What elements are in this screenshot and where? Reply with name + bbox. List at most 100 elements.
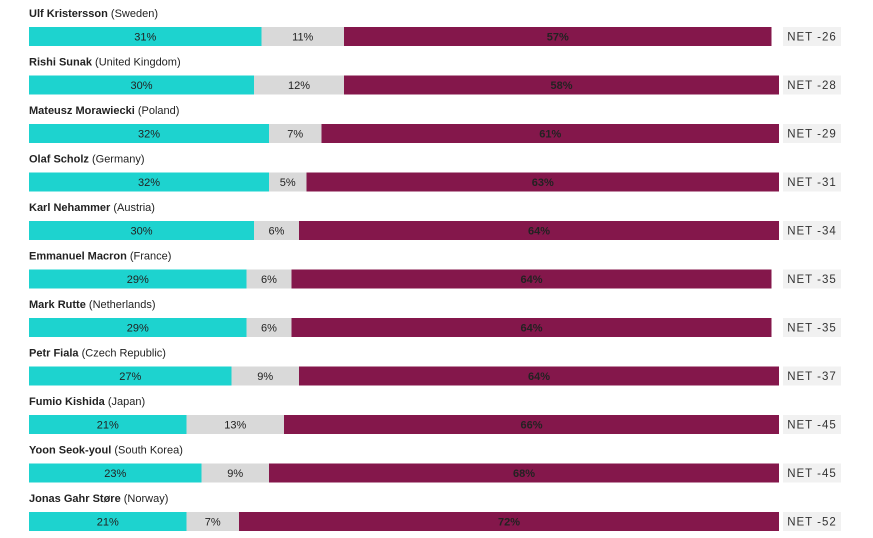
row-label: Emmanuel Macron (France) xyxy=(29,250,171,262)
bar-segment xyxy=(299,366,779,386)
value-label: 30% xyxy=(130,80,152,92)
bar-segment xyxy=(29,269,247,289)
row-label: Olaf Scholz (Germany) xyxy=(29,153,145,165)
net-label: NET -34 xyxy=(787,226,837,238)
bar-segment xyxy=(344,75,779,95)
value-label: 6% xyxy=(261,322,277,334)
bar-segment xyxy=(186,415,284,434)
bar-segment xyxy=(246,269,292,289)
value-label: 32% xyxy=(138,177,160,189)
country: (South Korea) xyxy=(114,444,182,456)
value-label: 9% xyxy=(227,468,243,480)
row-label: Ulf Kristersson (Sweden) xyxy=(29,8,158,20)
bar-segment xyxy=(29,221,254,240)
leader-name: Fumio Kishida xyxy=(29,396,106,408)
value-label: 7% xyxy=(205,516,221,528)
bar-segment xyxy=(29,512,187,531)
bar-segment xyxy=(254,75,344,95)
net-label: NET -37 xyxy=(787,371,837,383)
value-label: 72% xyxy=(498,516,520,528)
bar-segment xyxy=(261,27,344,46)
bar-segment xyxy=(186,512,239,531)
bar-segment xyxy=(321,124,779,143)
value-label: 27% xyxy=(119,371,141,383)
row-label: Yoon Seok-youl (South Korea) xyxy=(29,444,183,456)
country: (Japan) xyxy=(108,396,145,408)
bar-segment xyxy=(29,366,232,386)
value-label: 11% xyxy=(292,31,313,43)
row-label: Rishi Sunak (United Kingdom) xyxy=(29,56,181,68)
bar-segment xyxy=(284,415,779,434)
net-box xyxy=(783,124,841,143)
country: (Sweden) xyxy=(111,8,158,20)
net-box xyxy=(783,415,841,434)
country: (Netherlands) xyxy=(89,299,156,311)
row-label: Jonas Gahr Støre (Norway) xyxy=(29,493,168,505)
bar-segment xyxy=(29,463,202,483)
country: (France) xyxy=(130,250,172,262)
value-label: 29% xyxy=(127,274,149,286)
country: (Germany) xyxy=(92,153,145,165)
leader-name: Ulf Kristersson xyxy=(29,8,108,20)
bar-segment xyxy=(231,366,299,386)
value-label: 6% xyxy=(269,225,285,237)
bar-segment xyxy=(29,27,262,46)
bar-segment xyxy=(239,512,779,531)
bar-segment xyxy=(246,318,292,337)
net-box xyxy=(783,27,841,46)
value-label: 57% xyxy=(547,31,569,43)
net-box xyxy=(783,366,841,386)
value-label: 21% xyxy=(97,419,119,431)
bar-segment xyxy=(291,318,772,337)
bar-segment xyxy=(344,27,772,46)
leader-name: Olaf Scholz xyxy=(29,153,89,165)
country: (United Kingdom) xyxy=(95,56,181,68)
value-label: 64% xyxy=(520,274,542,286)
bar-segment xyxy=(29,172,269,192)
net-label: NET -28 xyxy=(787,80,837,92)
leader-name: Jonas Gahr Støre xyxy=(29,493,121,505)
value-label: 31% xyxy=(134,31,156,43)
net-label: NET -29 xyxy=(787,129,837,141)
bar-segment xyxy=(269,124,322,143)
value-label: 30% xyxy=(130,225,152,237)
bar-segment xyxy=(254,221,299,240)
value-label: 68% xyxy=(513,468,535,480)
country: (Poland) xyxy=(138,105,180,117)
bar-segment xyxy=(269,463,779,483)
net-box xyxy=(783,512,841,531)
value-label: 64% xyxy=(528,225,550,237)
net-label: NET -35 xyxy=(787,323,837,335)
net-box xyxy=(783,172,841,192)
leader-name: Emmanuel Macron xyxy=(29,250,127,262)
bar-segment xyxy=(291,269,772,289)
leader-name: Mateusz Morawiecki xyxy=(29,105,135,117)
value-label: 23% xyxy=(104,468,126,480)
value-label: 63% xyxy=(532,177,554,189)
value-label: 5% xyxy=(280,177,296,189)
bar-segment xyxy=(299,221,779,240)
value-label: 64% xyxy=(520,322,542,334)
country: (Czech Republic) xyxy=(82,347,166,359)
net-box xyxy=(783,75,841,95)
value-label: 58% xyxy=(550,80,572,92)
net-label: NET -26 xyxy=(787,32,837,44)
value-label: 32% xyxy=(138,128,160,140)
value-label: 66% xyxy=(520,419,542,431)
net-label: NET -52 xyxy=(787,517,837,529)
value-label: 7% xyxy=(287,128,303,140)
bar-segment xyxy=(201,463,269,483)
net-label: NET -45 xyxy=(787,468,837,480)
country: (Norway) xyxy=(124,493,169,505)
value-label: 29% xyxy=(127,322,149,334)
bar-segment xyxy=(306,172,779,192)
row-label: Mark Rutte (Netherlands) xyxy=(29,299,156,311)
net-box xyxy=(783,269,841,289)
value-label: 21% xyxy=(97,516,119,528)
value-label: 61% xyxy=(539,128,561,140)
row-label: Fumio Kishida (Japan) xyxy=(29,396,145,408)
bar-segment xyxy=(269,172,307,192)
row-label: Mateusz Morawiecki (Poland) xyxy=(29,105,179,117)
leader-name: Karl Nehammer xyxy=(29,202,111,214)
net-label: NET -45 xyxy=(787,420,837,432)
